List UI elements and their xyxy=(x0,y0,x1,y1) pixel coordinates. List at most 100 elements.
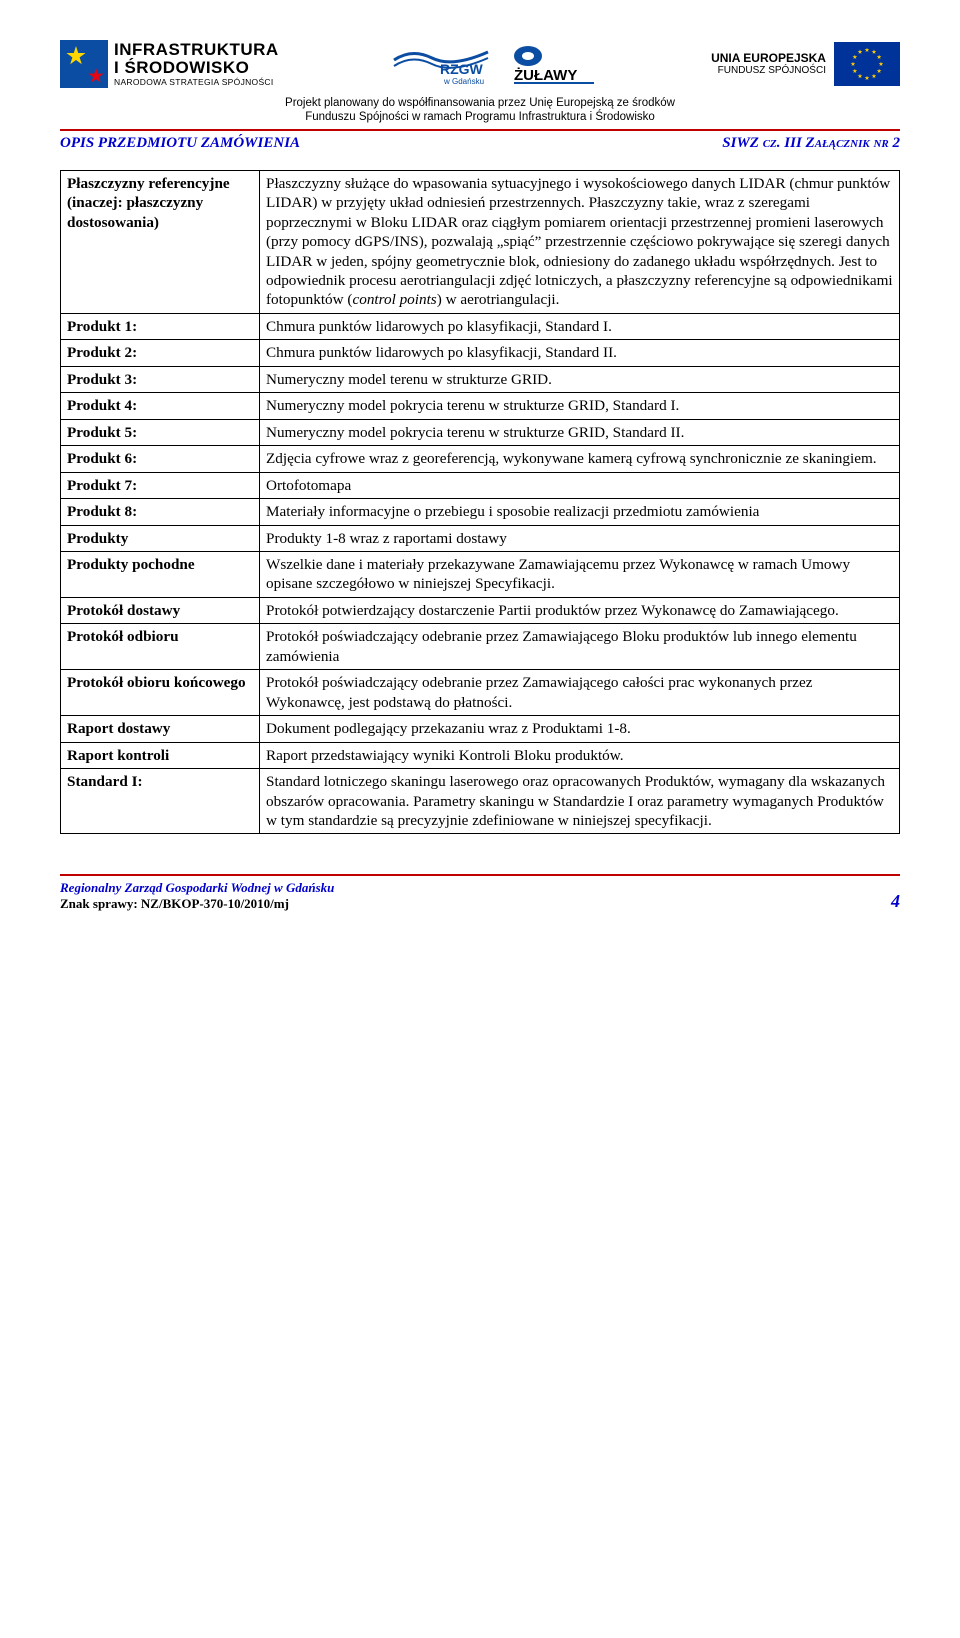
eu-star-icon xyxy=(850,62,855,67)
footer-page-number: 4 xyxy=(891,891,900,912)
definitions-body: Płaszczyzny referencyjne (inaczej: płasz… xyxy=(61,170,900,834)
definition-cell: Standard lotniczego skaningu laserowego … xyxy=(260,769,900,834)
definition-cell: Ortofotomapa xyxy=(260,472,900,498)
term-cell: Produkt 4: xyxy=(61,393,260,419)
term-cell: Protokół dostawy xyxy=(61,597,260,623)
infra-logo-block: INFRASTRUKTURA I ŚRODOWISKO NARODOWA STR… xyxy=(60,40,279,88)
eu-line1: UNIA EUROPEJSKA xyxy=(711,52,826,65)
table-row: Protokół dostawyProtokół potwierdzający … xyxy=(61,597,900,623)
eu-logo-block: UNIA EUROPEJSKA FUNDUSZ SPÓJNOŚCI xyxy=(711,42,900,86)
table-row: Płaszczyzny referencyjne (inaczej: płasz… xyxy=(61,170,900,313)
table-row: Produkt 8:Materiały informacyjne o przeb… xyxy=(61,499,900,525)
footer-left: Regionalny Zarząd Gospodarki Wodnej w Gd… xyxy=(60,880,334,912)
definition-cell: Zdjęcia cyfrowe wraz z georeferencją, wy… xyxy=(260,446,900,472)
eu-flag-icon xyxy=(834,42,900,86)
title-left: OPIS PRZEDMIOTU ZAMÓWIENIA xyxy=(60,135,300,152)
definitions-table: Płaszczyzny referencyjne (inaczej: płasz… xyxy=(60,170,900,835)
definition-cell: Płaszczyzny służące do wpasowania sytuac… xyxy=(260,170,900,313)
eu-star-icon xyxy=(864,48,869,53)
page: INFRASTRUKTURA I ŚRODOWISKO NARODOWA STR… xyxy=(0,0,960,942)
definition-cell: Chmura punktów lidarowych po klasyfikacj… xyxy=(260,340,900,366)
eu-star-icon xyxy=(871,49,876,54)
center-logos: RZGW w Gdańsku ŻUŁAWY xyxy=(392,42,598,86)
eu-star-icon xyxy=(852,69,857,74)
table-row: Standard I:Standard lotniczego skaningu … xyxy=(61,769,900,834)
table-row: Produkt 1:Chmura punktów lidarowych po k… xyxy=(61,313,900,339)
term-cell: Produkt 3: xyxy=(61,366,260,392)
footer-ref: Znak sprawy: NZ/BKOP-370-10/2010/mj xyxy=(60,896,334,912)
term-cell: Produkt 5: xyxy=(61,419,260,445)
term-cell: Produkt 1: xyxy=(61,313,260,339)
term-cell: Produkt 8: xyxy=(61,499,260,525)
term-cell: Standard I: xyxy=(61,769,260,834)
eu-star-icon xyxy=(857,49,862,54)
definition-cell: Protokół poświadczający odebranie przez … xyxy=(260,670,900,716)
table-row: Produkt 5:Numeryczny model pokrycia tere… xyxy=(61,419,900,445)
infra-line2: I ŚRODOWISKO xyxy=(114,59,279,77)
subheader-line2: Funduszu Spójności w ramach Programu Inf… xyxy=(305,111,655,123)
eu-star-icon xyxy=(877,55,882,60)
table-row: ProduktyProdukty 1-8 wraz z raportami do… xyxy=(61,525,900,551)
title-right: SIWZ cz. III Załącznik nr 2 xyxy=(722,135,900,152)
header-rule xyxy=(60,129,900,131)
table-row: Produkty pochodneWszelkie dane i materia… xyxy=(61,552,900,598)
definition-cell: Protokół potwierdzający dostarczenie Par… xyxy=(260,597,900,623)
svg-text:ŻUŁAWY: ŻUŁAWY xyxy=(514,67,577,84)
table-row: Produkt 7:Ortofotomapa xyxy=(61,472,900,498)
table-row: Protokół obioru końcowegoProtokół poświa… xyxy=(61,670,900,716)
title-right-suffix: . III Załącznik nr 2 xyxy=(777,135,900,151)
footer: Regionalny Zarząd Gospodarki Wodnej w Gd… xyxy=(60,874,900,912)
term-cell: Produkty pochodne xyxy=(61,552,260,598)
definition-cell: Materiały informacyjne o przebiegu i spo… xyxy=(260,499,900,525)
table-row: Raport dostawyDokument podlegający przek… xyxy=(61,716,900,742)
eu-line2: FUNDUSZ SPÓJNOŚCI xyxy=(711,65,826,76)
infra-text: INFRASTRUKTURA I ŚRODOWISKO NARODOWA STR… xyxy=(114,41,279,88)
term-cell: Produkty xyxy=(61,525,260,551)
definition-cell: Numeryczny model pokrycia terenu w struk… xyxy=(260,393,900,419)
infra-line1: INFRASTRUKTURA xyxy=(114,41,279,59)
definition-cell: Dokument podlegający przekazaniu wraz z … xyxy=(260,716,900,742)
table-row: Produkt 3:Numeryczny model terenu w stru… xyxy=(61,366,900,392)
titlebar: OPIS PRZEDMIOTU ZAMÓWIENIA SIWZ cz. III … xyxy=(60,135,900,152)
table-row: Protokół odbioruProtokół poświadczający … xyxy=(61,624,900,670)
eu-star-icon xyxy=(852,55,857,60)
table-row: Produkt 2:Chmura punktów lidarowych po k… xyxy=(61,340,900,366)
header-logos: INFRASTRUKTURA I ŚRODOWISKO NARODOWA STR… xyxy=(60,40,900,88)
table-row: Raport kontroliRaport przedstawiający wy… xyxy=(61,742,900,768)
eu-star-icon xyxy=(864,76,869,81)
svg-text:RZGW: RZGW xyxy=(440,61,484,77)
eu-star-icon xyxy=(871,74,876,79)
term-cell: Raport kontroli xyxy=(61,742,260,768)
term-cell: Protokół odbioru xyxy=(61,624,260,670)
definition-cell: Raport przedstawiający wyniki Kontroli B… xyxy=(260,742,900,768)
eu-star-icon xyxy=(877,69,882,74)
subheader: Projekt planowany do współfinansowania p… xyxy=(60,96,900,125)
definition-cell: Chmura punktów lidarowych po klasyfikacj… xyxy=(260,313,900,339)
title-right-cz: cz xyxy=(763,135,777,151)
rzgw-logo: RZGW w Gdańsku xyxy=(392,42,492,86)
title-right-prefix: SIWZ xyxy=(722,135,762,151)
eu-star-icon xyxy=(857,74,862,79)
definition-cell: Protokół poświadczający odebranie przez … xyxy=(260,624,900,670)
infra-icon xyxy=(60,40,108,88)
svg-text:w Gdańsku: w Gdańsku xyxy=(443,77,484,86)
table-row: Produkt 6:Zdjęcia cyfrowe wraz z georefe… xyxy=(61,446,900,472)
definition-cell: Numeryczny model pokrycia terenu w struk… xyxy=(260,419,900,445)
definition-cell: Numeryczny model terenu w strukturze GRI… xyxy=(260,366,900,392)
zulawy-logo: ŻUŁAWY xyxy=(508,42,598,86)
term-cell: Produkt 7: xyxy=(61,472,260,498)
eu-star-icon xyxy=(878,62,883,67)
definition-cell: Produkty 1-8 wraz z raportami dostawy xyxy=(260,525,900,551)
subheader-line1: Projekt planowany do współfinansowania p… xyxy=(285,97,675,109)
eu-text: UNIA EUROPEJSKA FUNDUSZ SPÓJNOŚCI xyxy=(711,52,826,76)
infra-line3: NARODOWA STRATEGIA SPÓJNOŚCI xyxy=(114,78,279,87)
term-cell: Protokół obioru końcowego xyxy=(61,670,260,716)
table-row: Produkt 4:Numeryczny model pokrycia tere… xyxy=(61,393,900,419)
term-cell: Produkt 6: xyxy=(61,446,260,472)
term-cell: Produkt 2: xyxy=(61,340,260,366)
definition-cell: Wszelkie dane i materiały przekazywane Z… xyxy=(260,552,900,598)
eu-stars xyxy=(849,46,885,82)
term-cell: Raport dostawy xyxy=(61,716,260,742)
footer-org: Regionalny Zarząd Gospodarki Wodnej w Gd… xyxy=(60,880,334,896)
term-cell: Płaszczyzny referencyjne (inaczej: płasz… xyxy=(61,170,260,313)
